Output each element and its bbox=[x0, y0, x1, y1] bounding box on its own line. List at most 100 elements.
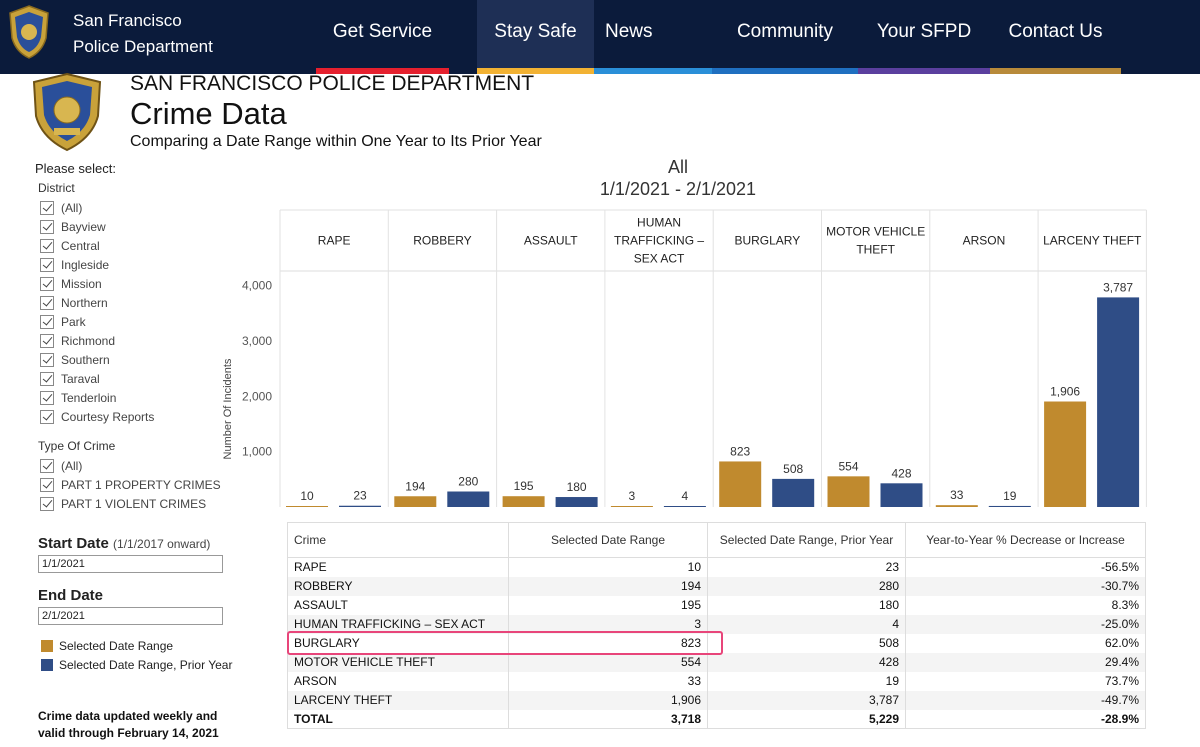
table-cell: 29.4% bbox=[905, 652, 1146, 672]
nav-stay-safe[interactable]: Stay Safe bbox=[477, 0, 594, 74]
data-label: 194 bbox=[405, 479, 425, 493]
table-cell: MOTOR VEHICLE THEFT bbox=[287, 652, 509, 672]
top-nav: San Francisco Police Department Get Serv… bbox=[0, 0, 1200, 74]
category-label: TRAFFICKING – bbox=[614, 234, 704, 248]
district-checkbox[interactable]: Ingleside bbox=[40, 255, 109, 274]
crime-type-checkbox[interactable]: PART 1 VIOLENT CRIMES bbox=[40, 494, 206, 513]
chart-title: All bbox=[667, 157, 688, 177]
nav-label: Community bbox=[736, 21, 834, 42]
district-option-label: Northern bbox=[61, 295, 108, 310]
data-label: 823 bbox=[730, 444, 750, 458]
table-cell: -25.0% bbox=[905, 614, 1146, 634]
district-option-label: Courtesy Reports bbox=[61, 409, 155, 424]
district-checkbox[interactable]: Taraval bbox=[40, 369, 100, 388]
category-label: THEFT bbox=[856, 243, 895, 257]
checkbox-checked-icon[interactable] bbox=[40, 219, 54, 234]
checkbox-checked-icon[interactable] bbox=[40, 496, 54, 511]
checkbox-checked-icon[interactable] bbox=[40, 458, 54, 473]
y-tick-label: 1,000 bbox=[242, 445, 272, 459]
crime-type-checkbox[interactable]: (All) bbox=[40, 456, 82, 475]
table-row: ASSAULT 195 180 8.3% bbox=[287, 595, 1146, 615]
table-cell: 62.0% bbox=[905, 633, 1146, 653]
district-label: District bbox=[38, 181, 75, 195]
district-checkbox[interactable]: Central bbox=[40, 236, 100, 255]
sfpd-badge-icon[interactable] bbox=[6, 4, 52, 60]
table-cell: 3 bbox=[508, 614, 708, 634]
nav-contact-us[interactable]: Contact Us bbox=[990, 0, 1121, 74]
table-cell: -30.7% bbox=[905, 576, 1146, 596]
table-cell: 1,906 bbox=[508, 690, 708, 710]
category-label: MOTOR VEHICLE bbox=[826, 225, 925, 239]
data-label: 428 bbox=[891, 466, 911, 480]
column-header: Year-to-Year % Decrease or Increase bbox=[905, 522, 1146, 558]
district-checkbox[interactable]: (All) bbox=[40, 198, 82, 217]
nav-accent-bar bbox=[316, 68, 449, 74]
table-cell: ARSON bbox=[287, 671, 509, 691]
category-label: SEX ACT bbox=[634, 252, 685, 266]
bar-prior-year bbox=[880, 483, 923, 507]
checkbox-checked-icon[interactable] bbox=[40, 295, 54, 310]
category-label: ROBBERY bbox=[413, 234, 471, 248]
crime-type-checkbox[interactable]: PART 1 PROPERTY CRIMES bbox=[40, 475, 221, 494]
please-select-label: Please select: bbox=[35, 161, 116, 176]
district-option-label: Mission bbox=[61, 276, 102, 291]
table-total-cell: 5,229 bbox=[707, 709, 906, 729]
district-checkbox[interactable]: Mission bbox=[40, 274, 102, 293]
checkbox-checked-icon[interactable] bbox=[40, 238, 54, 253]
checkbox-checked-icon[interactable] bbox=[40, 477, 54, 492]
nav-get-service[interactable]: Get Service bbox=[316, 0, 449, 74]
end-date-input[interactable]: 2/1/2021 bbox=[38, 607, 223, 625]
legend-label: Selected Date Range, Prior Year bbox=[59, 658, 233, 672]
table-row: HUMAN TRAFFICKING – SEX ACT 3 4 -25.0% bbox=[287, 614, 1146, 634]
start-date-input[interactable]: 1/1/2021 bbox=[38, 555, 223, 573]
bar-prior-year bbox=[1097, 297, 1140, 507]
bar-selected-range bbox=[394, 496, 437, 507]
bar-prior-year bbox=[555, 497, 598, 507]
data-label: 1,906 bbox=[1050, 385, 1080, 399]
district-checkbox[interactable]: Park bbox=[40, 312, 86, 331]
table-row: BURGLARY 823 508 62.0% bbox=[287, 633, 1146, 653]
district-checkbox[interactable]: Northern bbox=[40, 293, 108, 312]
checkbox-checked-icon[interactable] bbox=[40, 314, 54, 329]
bar-selected-range bbox=[935, 505, 978, 507]
district-checkbox[interactable]: Richmond bbox=[40, 331, 115, 350]
legend-label: Selected Date Range bbox=[59, 639, 174, 653]
bar-prior-year bbox=[772, 478, 815, 507]
crime-type-option-label: PART 1 VIOLENT CRIMES bbox=[61, 496, 207, 511]
checkbox-checked-icon[interactable] bbox=[40, 333, 54, 348]
category-label: LARCENY THEFT bbox=[1043, 234, 1142, 248]
checkbox-checked-icon[interactable] bbox=[40, 409, 54, 424]
district-checkbox[interactable]: Courtesy Reports bbox=[40, 407, 154, 426]
bar-prior-year bbox=[663, 506, 706, 507]
district-option-label: Taraval bbox=[61, 371, 100, 386]
checkbox-checked-icon[interactable] bbox=[40, 352, 54, 367]
nav-news[interactable]: News bbox=[594, 0, 712, 74]
nav-your-sfpd[interactable]: Your SFPD bbox=[858, 0, 990, 74]
nav-community[interactable]: Community bbox=[712, 0, 858, 74]
legend-swatch bbox=[41, 640, 53, 652]
table-cell: LARCENY THEFT bbox=[287, 690, 509, 710]
y-tick-label: 3,000 bbox=[242, 334, 272, 348]
checkbox-checked-icon[interactable] bbox=[40, 276, 54, 291]
checkbox-checked-icon[interactable] bbox=[40, 371, 54, 386]
column-header: Selected Date Range, Prior Year bbox=[707, 522, 906, 558]
district-checkbox[interactable]: Tenderloin bbox=[40, 388, 116, 407]
data-label: 10 bbox=[300, 489, 314, 503]
district-checkbox[interactable]: Bayview bbox=[40, 217, 106, 236]
nav-accent-bar bbox=[477, 68, 594, 74]
table-cell: 280 bbox=[707, 576, 906, 596]
brand-name[interactable]: San Francisco Police Department bbox=[73, 8, 213, 60]
page-title: Crime Data bbox=[130, 96, 287, 131]
checkbox-checked-icon[interactable] bbox=[40, 390, 54, 405]
start-date-label: Start Date (1/1/2017 onward) bbox=[38, 535, 210, 552]
legend-selected: Selected Date Range bbox=[41, 639, 173, 653]
checkbox-checked-icon[interactable] bbox=[40, 200, 54, 215]
legend-swatch bbox=[41, 659, 53, 671]
nav-accent-bar bbox=[990, 68, 1121, 74]
table-row: LARCENY THEFT 1,906 3,787 -49.7% bbox=[287, 690, 1146, 710]
district-checkbox[interactable]: Southern bbox=[40, 350, 110, 369]
data-label: 554 bbox=[838, 459, 858, 473]
checkbox-checked-icon[interactable] bbox=[40, 257, 54, 272]
table-cell: 4 bbox=[707, 614, 906, 634]
table-total-cell: TOTAL bbox=[287, 709, 509, 729]
